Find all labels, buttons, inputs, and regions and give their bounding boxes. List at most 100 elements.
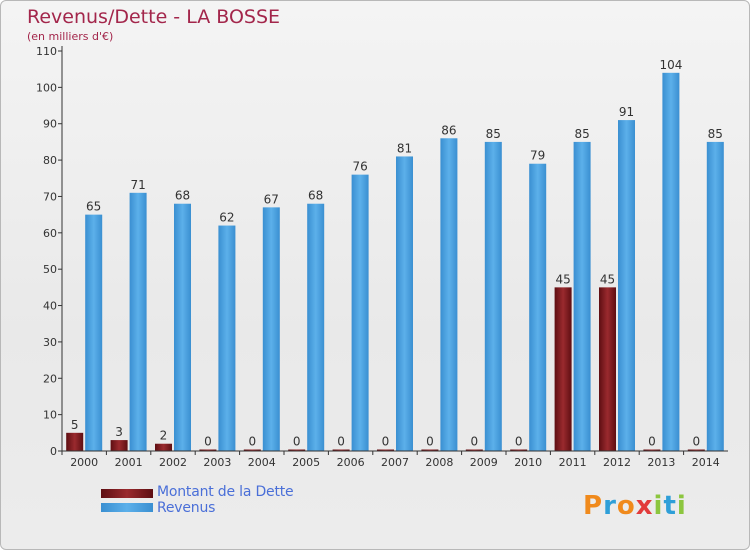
bar-dette — [110, 440, 128, 451]
x-tick-label: 2001 — [115, 456, 143, 469]
x-tick-label: 2003 — [203, 456, 231, 469]
data-label-dette: 3 — [115, 425, 123, 439]
bar-revenus — [129, 192, 147, 451]
bar-revenus — [85, 214, 103, 451]
data-label-revenus: 91 — [619, 105, 634, 119]
data-label-dette: 45 — [600, 272, 615, 286]
x-tick-label: 2006 — [337, 456, 365, 469]
x-tick-label: 2007 — [381, 456, 409, 469]
proxiti-logo: Proxiti — [583, 491, 687, 521]
y-tick-label: 90 — [43, 118, 57, 131]
y-tick-label: 70 — [43, 190, 57, 203]
logo-letter: i — [676, 491, 687, 521]
legend-label-dette: Montant de la Dette — [157, 484, 294, 500]
data-label-revenus: 85 — [574, 127, 589, 141]
bar-dette — [465, 449, 483, 451]
data-label-dette: 0 — [204, 435, 212, 449]
data-label-revenus: 86 — [441, 123, 456, 137]
bar-dette — [288, 449, 306, 451]
y-tick-label: 30 — [43, 336, 57, 349]
x-tick-label: 2008 — [425, 456, 453, 469]
y-tick-label: 0 — [50, 445, 57, 458]
data-label-dette: 0 — [648, 435, 656, 449]
bar-dette — [377, 449, 394, 451]
bar-dette — [332, 449, 350, 451]
bar-revenus — [174, 203, 191, 451]
legend-label-revenus: Revenus — [157, 500, 216, 516]
bar-dette — [599, 287, 616, 451]
bar-dette — [421, 449, 439, 451]
legend-swatch-revenus — [101, 503, 153, 512]
x-axis: 2000 2001 2002 2003 2004 2005 2006 2007 2008 2009… — [61, 450, 728, 469]
data-label-revenus: 104 — [659, 58, 682, 72]
legend-swatch-dette — [101, 489, 153, 498]
chart-title: Revenus/Dette - LA BOSSE — [27, 6, 281, 28]
bar-dette — [687, 449, 705, 451]
logo-letter: P — [583, 491, 604, 521]
logo-letter: x — [635, 491, 654, 521]
bar-revenus — [396, 156, 413, 452]
y-tick-label: 100 — [36, 81, 57, 94]
data-label-revenus: 68 — [308, 189, 323, 203]
chart-subtitle: (en milliers d'€) — [27, 30, 114, 43]
bar-revenus — [706, 141, 724, 451]
x-tick-label: 2005 — [292, 456, 320, 469]
x-tick-label: 2011 — [559, 456, 587, 469]
y-axis: 0 10 20 30 40 50 60 70 80 90 100 110 — [36, 45, 63, 458]
logo-letter: i — [653, 491, 664, 521]
data-label-revenus: 79 — [530, 149, 545, 163]
bar-revenus — [440, 138, 458, 452]
data-label-dette: 0 — [426, 435, 434, 449]
y-tick-label: 10 — [43, 409, 57, 422]
x-tick-label: 2013 — [647, 456, 675, 469]
data-label-revenus: 65 — [86, 200, 101, 214]
data-label-dette: 0 — [470, 435, 478, 449]
logo-letter: r — [603, 491, 617, 521]
y-tick-label: 60 — [43, 227, 57, 240]
bar-dette — [243, 449, 261, 451]
data-label-dette: 0 — [337, 435, 345, 449]
data-label-dette: 0 — [382, 435, 390, 449]
bar-revenus — [351, 174, 369, 452]
data-label-revenus: 68 — [175, 189, 190, 203]
logo-letter: t — [663, 491, 677, 521]
data-label-revenus: 85 — [486, 127, 501, 141]
y-tick-label: 40 — [43, 300, 57, 313]
y-tick-label: 20 — [43, 372, 57, 385]
y-tick-label: 50 — [43, 263, 57, 276]
data-label-revenus: 76 — [352, 160, 367, 174]
data-label-dette: 45 — [555, 272, 570, 286]
x-tick-label: 2004 — [248, 456, 276, 469]
data-label-dette: 5 — [71, 418, 79, 432]
data-label-revenus: 62 — [219, 211, 234, 225]
bar-dette — [199, 449, 217, 451]
bar-dette — [643, 449, 661, 451]
x-tick-label: 2010 — [514, 456, 542, 469]
data-label-dette: 0 — [248, 435, 256, 449]
bar-revenus — [573, 141, 591, 451]
data-label-dette: 0 — [515, 435, 523, 449]
x-tick-label: 2002 — [159, 456, 187, 469]
data-label-revenus: 71 — [130, 178, 145, 192]
data-label-dette: 0 — [692, 435, 700, 449]
bar-dette — [155, 443, 172, 451]
bar-revenus — [262, 207, 280, 451]
bar-dette — [66, 432, 84, 451]
logo-letter: o — [616, 491, 636, 521]
bar-revenus — [618, 120, 635, 451]
bar-revenus — [529, 163, 547, 451]
y-tick-label: 80 — [43, 154, 57, 167]
data-label-revenus: 81 — [397, 141, 412, 155]
bar-revenus — [662, 72, 680, 452]
data-label-dette: 0 — [293, 435, 301, 449]
x-tick-label: 2009 — [470, 456, 498, 469]
bars: 5 65 3 71 2 68 0 62 0 67 0 68 0 76 0 81 0 86 0 85 0 79 45 85 45 9… — [66, 58, 724, 452]
x-tick-label: 2012 — [603, 456, 631, 469]
data-label-dette: 2 — [160, 429, 168, 443]
y-tick-label: 110 — [36, 45, 57, 58]
bar-revenus — [307, 203, 325, 451]
bar-dette — [554, 287, 572, 451]
x-tick-label: 2014 — [692, 456, 720, 469]
